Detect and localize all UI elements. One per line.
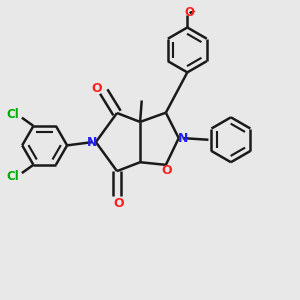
Text: O: O	[113, 197, 124, 210]
Text: Cl: Cl	[6, 170, 19, 183]
Text: O: O	[184, 6, 194, 19]
Text: N: N	[87, 136, 97, 148]
Text: Cl: Cl	[6, 108, 19, 121]
Text: O: O	[91, 82, 102, 95]
Text: O: O	[162, 164, 172, 177]
Text: N: N	[178, 132, 188, 145]
